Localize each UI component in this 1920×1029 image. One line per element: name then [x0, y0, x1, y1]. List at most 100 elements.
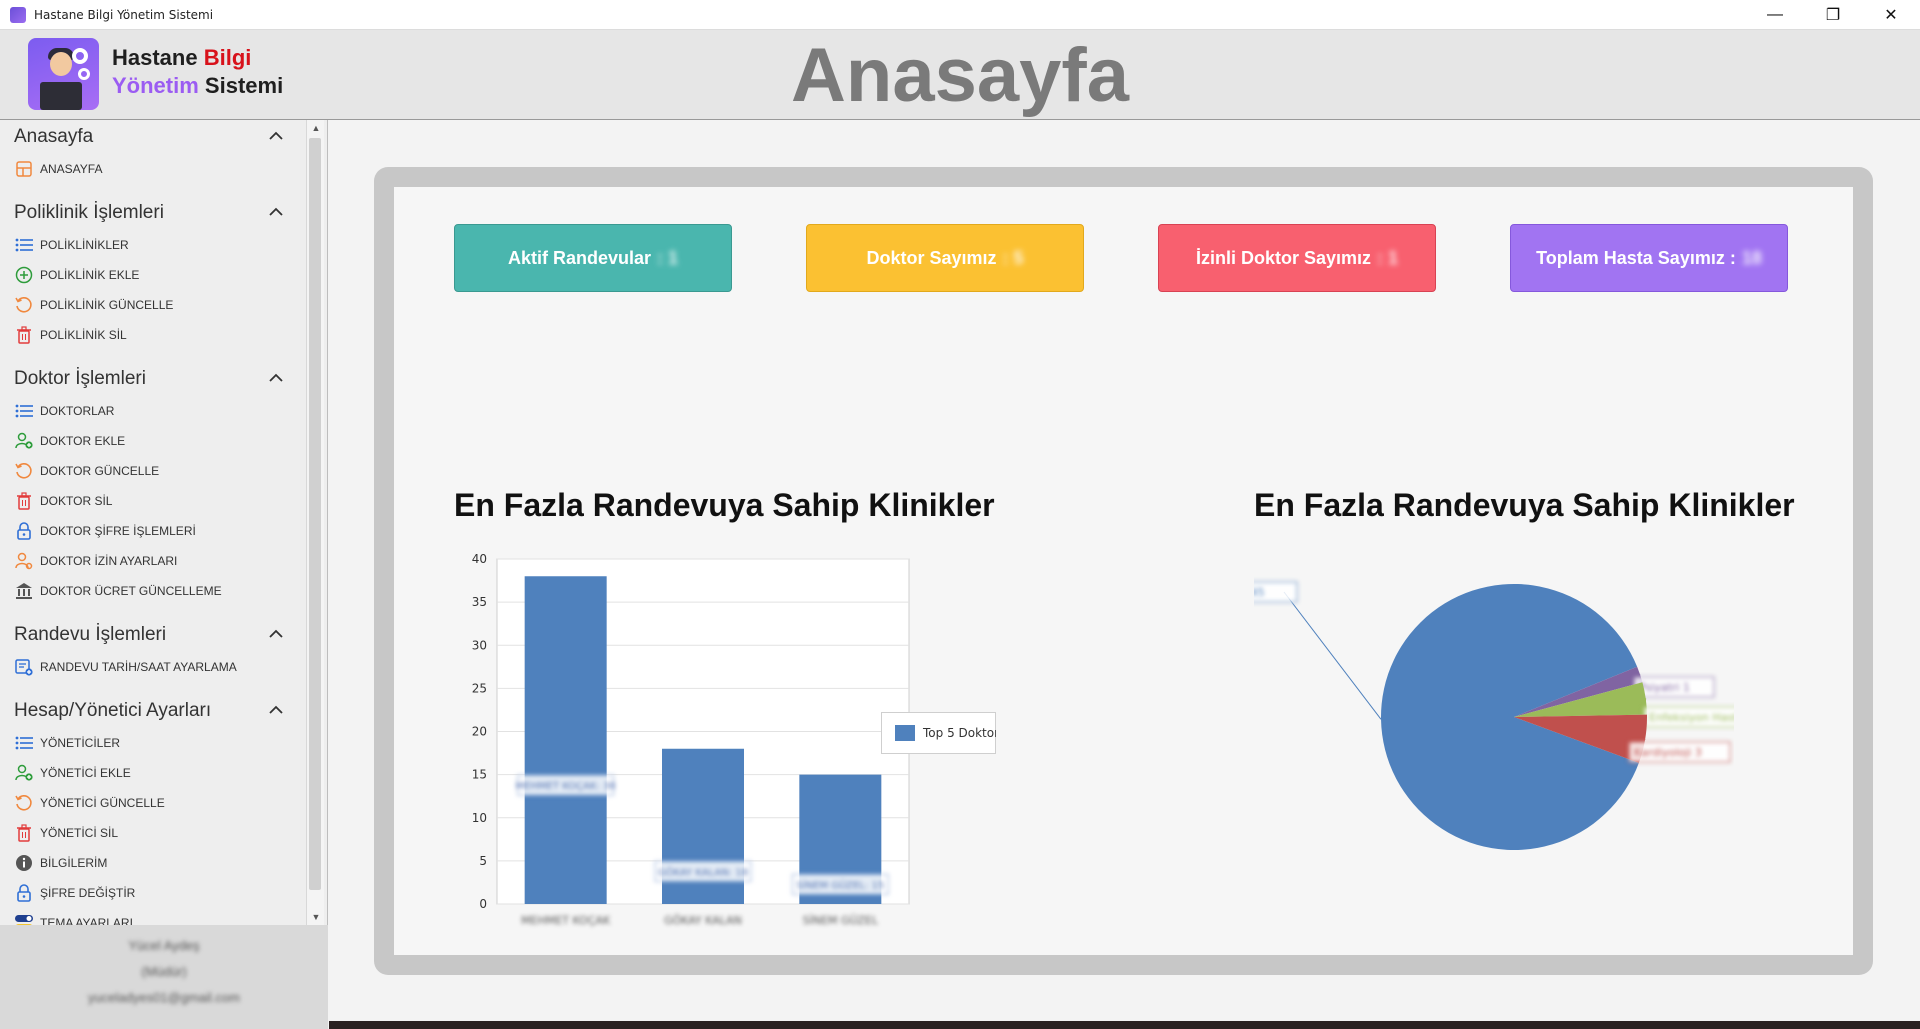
y-tick-label: 40 [472, 552, 487, 566]
chevron-up-icon[interactable] [266, 700, 286, 720]
data-label: SİNEM GÜZEL: 15 [791, 873, 889, 895]
legend-swatch [895, 725, 915, 741]
sidebar-item-label: DOKTORLAR [40, 404, 115, 418]
y-tick-label: 30 [472, 638, 487, 652]
app-logo [28, 38, 99, 110]
user-name: Yücel Aydeş [128, 938, 200, 953]
sidebar-item[interactable]: ŞİFRE DEĞİŞTİR [0, 878, 306, 908]
taskbar-edge [329, 1021, 1920, 1029]
user-add-icon [14, 431, 34, 451]
doctor-count-card[interactable]: Doktor Sayımız: 5 [806, 224, 1084, 292]
dashboard-panel: Aktif Randevular: 1 Doktor Sayımız: 5 İz… [394, 187, 1853, 955]
sidebar-item-label: YÖNETİCİLER [40, 736, 121, 750]
app-header: Anasayfa Hastane Bilgi Yönetim Sistemi [0, 30, 1920, 120]
sidebar-item[interactable]: DOKTOR İZİN AYARLARI [0, 546, 306, 576]
sidebar-section-header[interactable]: Poliklinik İşlemleri [0, 196, 306, 230]
sidebar-section-header[interactable]: Hesap/Yönetici Ayarları [0, 694, 306, 728]
sidebar-item-label: ANASAYFA [40, 162, 103, 176]
sidebar-item[interactable]: BİLGİLERİM [0, 848, 306, 878]
sidebar-item[interactable]: YÖNETİCİ SİL [0, 818, 306, 848]
y-tick-label: 0 [479, 897, 487, 911]
sidebar-item[interactable]: RANDEVU TARİH/SAAT AYARLAMA [0, 652, 306, 682]
svg-text:Kardiyoloji 3: Kardiyoloji 3 [1634, 746, 1702, 759]
scroll-down-arrow[interactable]: ▼ [311, 912, 321, 922]
restore-button[interactable]: ❐ [1825, 7, 1841, 24]
pie-label: Gastroenteroloji 45 [1254, 581, 1298, 603]
pie-slice [1514, 666, 1643, 717]
pie-label-leader [1283, 591, 1382, 720]
scroll-thumb[interactable] [309, 138, 321, 890]
svg-text:Psiyatri 1: Psiyatri 1 [1639, 681, 1690, 694]
page-title: Anasayfa [791, 33, 1129, 118]
y-tick-label: 5 [479, 854, 487, 868]
list-icon [14, 401, 34, 421]
lock-icon [14, 883, 34, 903]
y-tick-label: 10 [472, 811, 487, 825]
sidebar-menu: Anasayfa ANASAYFA Poliklinik İşlemleri POLİ… [0, 120, 306, 925]
calendar-add-icon [14, 657, 34, 677]
close-button[interactable]: ✕ [1884, 7, 1898, 24]
sidebar-item-label: ŞİFRE DEĞİŞTİR [40, 886, 136, 900]
dashboard-frame: Aktif Randevular: 1 Doktor Sayımız: 5 İz… [374, 167, 1873, 975]
sidebar-item[interactable]: DOKTOR SİL [0, 486, 306, 516]
sidebar-section-header[interactable]: Randevu İşlemleri [0, 618, 306, 652]
sidebar-item-label: DOKTOR EKLE [40, 434, 126, 448]
chevron-up-icon[interactable] [266, 368, 286, 388]
sidebar-item[interactable]: POLİKLİNİKLER [0, 230, 306, 260]
sidebar-section-header[interactable]: Doktor İşlemleri [0, 362, 306, 396]
sidebar-item[interactable]: POLİKLİNİK SİL [0, 320, 306, 350]
sidebar-item[interactable]: POLİKLİNİK GÜNCELLE [0, 290, 306, 320]
trash-icon [14, 823, 34, 843]
refresh-icon [14, 793, 34, 813]
refresh-icon [14, 295, 34, 315]
svg-text:GÖKAY KALAN: 18: GÖKAY KALAN: 18 [658, 865, 748, 878]
sidebar-item[interactable]: YÖNETİCİ GÜNCELLE [0, 788, 306, 818]
list-icon [14, 235, 34, 255]
sidebar-item-label: RANDEVU TARİH/SAAT AYARLAMA [40, 660, 237, 674]
chevron-up-icon[interactable] [266, 624, 286, 644]
bar-chart-title: En Fazla Randevuya Sahip Klinikler [454, 487, 995, 523]
total-patients-card[interactable]: Toplam Hasta Sayımız :18 [1510, 224, 1788, 292]
sidebar-item-label: DOKTOR İZİN AYARLARI [40, 554, 178, 568]
user-role: (Müdür) [141, 964, 187, 979]
sidebar-section-title: Doktor İşlemleri [14, 368, 146, 389]
pie-label: Kardiyoloji 3 [1628, 741, 1731, 763]
sidebar-item[interactable]: YÖNETİCİ EKLE [0, 758, 306, 788]
scroll-up-arrow[interactable]: ▲ [311, 123, 321, 133]
chevron-up-icon[interactable] [266, 126, 286, 146]
svg-text:Gastroenteroloji 45: Gastroenteroloji 45 [1254, 586, 1265, 599]
y-tick-label: 15 [472, 768, 487, 782]
sidebar-item[interactable]: TEMA AYARLARI [0, 908, 306, 925]
doctors-on-leave-card[interactable]: İzinli Doktor Sayımız: 1 [1158, 224, 1436, 292]
y-tick-label: 25 [472, 681, 487, 695]
x-tick-label: MEHMET KOÇAK [521, 914, 611, 927]
bar-chart-legend: Top 5 Doktor [881, 712, 996, 754]
sidebar-item[interactable]: DOKTOR EKLE [0, 426, 306, 456]
sidebar-item[interactable]: DOKTORLAR [0, 396, 306, 426]
sidebar-item-label: YÖNETİCİ SİL [40, 826, 119, 840]
sidebar: Anasayfa ANASAYFA Poliklinik İşlemleri POLİ… [0, 120, 328, 1029]
active-appointments-card[interactable]: Aktif Randevular: 1 [454, 224, 732, 292]
sidebar-scrollbar[interactable]: ▲ ▼ [306, 120, 324, 925]
sidebar-item[interactable]: DOKTOR ŞİFRE İŞLEMLERİ [0, 516, 306, 546]
chevron-up-icon[interactable] [266, 202, 286, 222]
minimize-button[interactable]: — [1767, 6, 1783, 23]
sidebar-item-label: POLİKLİNİK GÜNCELLE [40, 298, 174, 312]
sidebar-item[interactable]: YÖNETİCİLER [0, 728, 306, 758]
sidebar-section-title: Poliklinik İşlemleri [14, 202, 164, 223]
sidebar-item[interactable]: ANASAYFA [0, 154, 306, 184]
sidebar-item[interactable]: POLİKLİNİK EKLE [0, 260, 306, 290]
svg-text:MEHMET KOÇAK: 38: MEHMET KOÇAK: 38 [516, 781, 616, 792]
sidebar-item-label: YÖNETİCİ GÜNCELLE [40, 796, 165, 810]
x-tick-label: GÖKAY KALAN [664, 914, 742, 927]
lock-icon [14, 521, 34, 541]
sidebar-item[interactable]: DOKTOR GÜNCELLE [0, 456, 306, 486]
pie-chart: Gastroenteroloji 45 Psiyatri 1 Enfeksiyon … [1254, 581, 1734, 850]
bank-icon [14, 581, 34, 601]
sidebar-item[interactable]: DOKTOR ÜCRET GÜNCELLEME [0, 576, 306, 606]
pie-slice [1381, 583, 1639, 850]
sidebar-section-header[interactable]: Anasayfa [0, 120, 306, 154]
user-settings-icon [14, 551, 34, 571]
svg-text:Enfeksiyon Hastalıkları 2: Enfeksiyon Hastalıkları 2 [1649, 711, 1734, 724]
sidebar-item-label: POLİKLİNİK SİL [40, 328, 127, 342]
